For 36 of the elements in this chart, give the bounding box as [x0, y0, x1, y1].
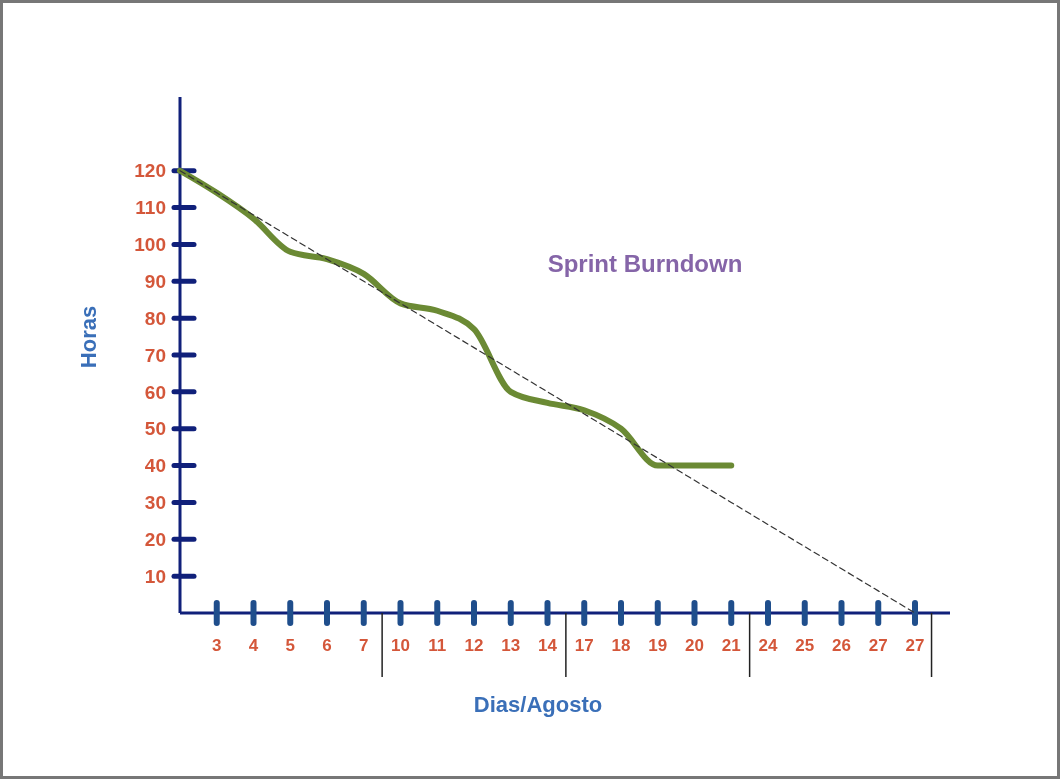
x-tick-label: 11 — [428, 636, 447, 655]
x-tick-label: 25 — [795, 636, 815, 655]
x-tick-label: 6 — [322, 636, 332, 655]
x-tick-label: 5 — [285, 636, 295, 655]
x-tick-label: 24 — [758, 636, 778, 655]
y-axis-title: Horas — [76, 305, 101, 369]
x-tick-label: 14 — [538, 636, 558, 655]
y-tick-label: 40 — [144, 455, 166, 477]
x-tick-label: 4 — [248, 636, 259, 655]
x-tick-label: 21 — [721, 636, 741, 655]
y-tick-label: 100 — [134, 234, 166, 256]
y-tick-label: 30 — [144, 492, 166, 514]
y-tick-label: 20 — [144, 528, 166, 550]
x-tick-label: 13 — [501, 636, 521, 655]
x-tick-label: 19 — [648, 636, 668, 655]
text: Sprint Burndown — [547, 250, 743, 277]
x-tick-label: 7 — [359, 636, 369, 655]
y-tick-label: 90 — [144, 270, 166, 292]
x-tick-label: 17 — [574, 636, 594, 655]
x-tick-label: 20 — [685, 636, 704, 655]
y-tick-label: 70 — [144, 344, 166, 366]
x-tick-label: 12 — [464, 636, 484, 655]
x-tick-label: 26 — [832, 636, 851, 655]
y-tick-label: 120 — [134, 160, 166, 182]
x-tick-label: 27 — [905, 636, 925, 655]
x-axis-title: Dias/Agosto — [473, 692, 603, 717]
line-series — [179, 170, 916, 614]
y-tick-label: 80 — [144, 307, 166, 329]
y-tick-label: 110 — [135, 197, 166, 219]
y-tick-label: 50 — [144, 418, 166, 440]
y-tick-label: 10 — [144, 565, 166, 587]
x-tick-label: 18 — [611, 636, 631, 655]
x-tick-label: 3 — [212, 636, 222, 655]
x-tick-label: 27 — [868, 636, 888, 655]
y-tick-label: 60 — [144, 381, 166, 403]
x-tick-label: 10 — [391, 636, 410, 655]
